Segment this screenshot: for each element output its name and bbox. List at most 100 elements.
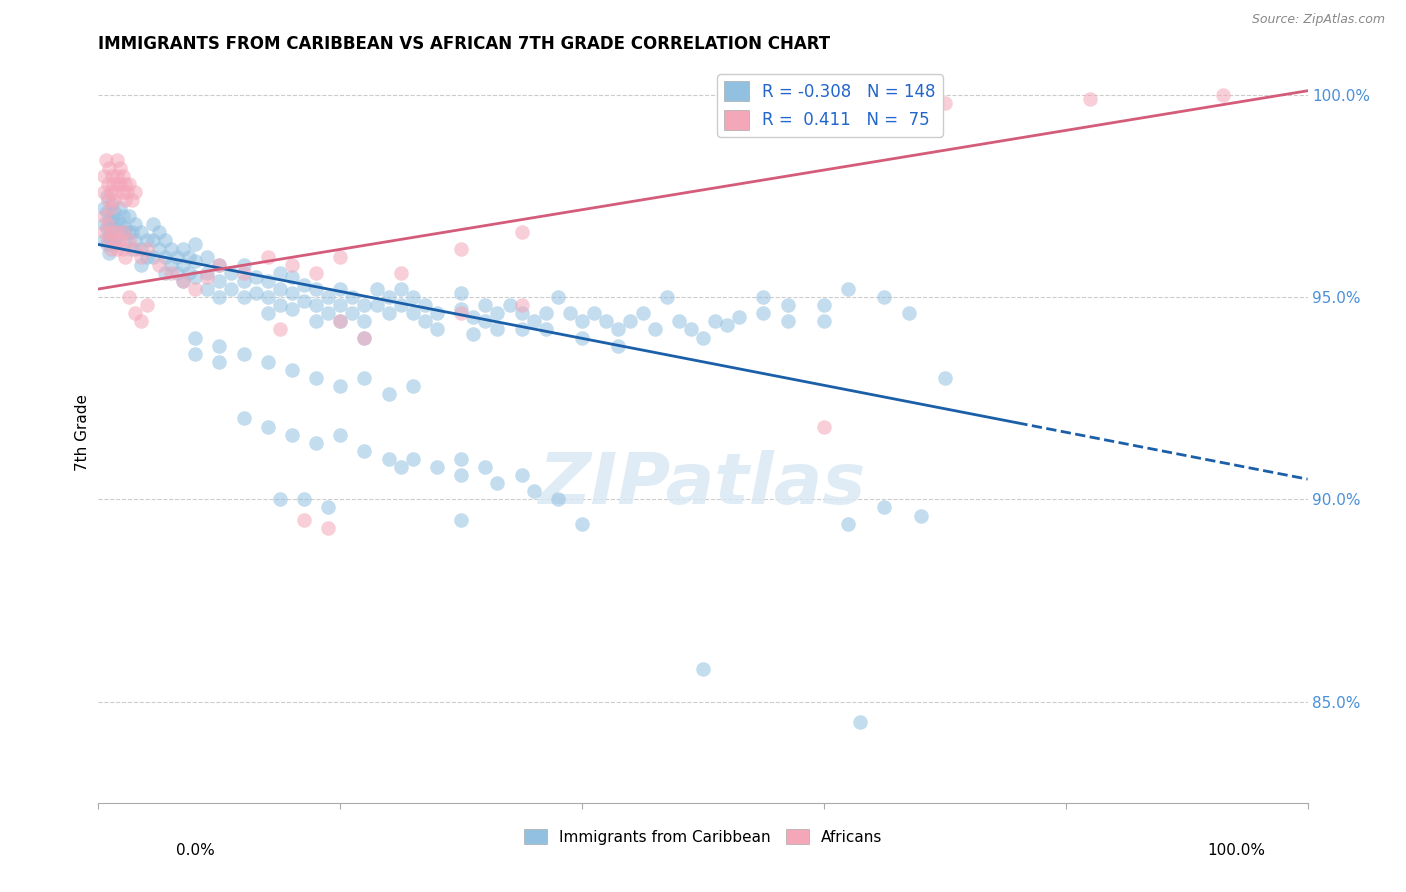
- Point: [413, 298, 436, 312]
- Point: [166, 266, 188, 280]
- Point: [547, 492, 569, 507]
- Point: [101, 234, 124, 248]
- Point: [752, 306, 775, 320]
- Point: [142, 234, 165, 248]
- Point: [105, 229, 128, 244]
- Point: [256, 290, 278, 304]
- Point: [93, 225, 115, 239]
- Point: [107, 177, 129, 191]
- Point: [148, 225, 170, 239]
- Point: [813, 298, 835, 312]
- Point: [96, 221, 118, 235]
- Point: [94, 153, 117, 167]
- Point: [97, 177, 120, 191]
- Point: [256, 355, 278, 369]
- Point: [679, 322, 702, 336]
- Point: [221, 282, 243, 296]
- Point: [329, 379, 352, 393]
- Point: [450, 286, 472, 301]
- Point: [329, 314, 352, 328]
- Point: [595, 314, 617, 328]
- Point: [704, 314, 727, 328]
- Point: [692, 330, 714, 344]
- Point: [129, 250, 152, 264]
- Point: [108, 161, 131, 175]
- Point: [184, 237, 207, 252]
- Point: [93, 234, 115, 248]
- Point: [607, 338, 630, 352]
- Point: [571, 516, 593, 531]
- Point: [114, 177, 136, 191]
- Point: [353, 443, 375, 458]
- Point: [142, 250, 165, 264]
- Point: [153, 250, 176, 264]
- Point: [474, 460, 496, 475]
- Point: [450, 513, 472, 527]
- Point: [510, 322, 533, 336]
- Point: [329, 314, 352, 328]
- Point: [305, 266, 328, 280]
- Point: [135, 298, 157, 312]
- Point: [135, 242, 157, 256]
- Point: [256, 419, 278, 434]
- Point: [631, 306, 654, 320]
- Point: [269, 492, 291, 507]
- Point: [281, 363, 304, 377]
- Point: [316, 521, 339, 535]
- Point: [129, 258, 152, 272]
- Point: [583, 306, 606, 320]
- Point: [716, 318, 738, 333]
- Point: [232, 274, 254, 288]
- Point: [121, 225, 143, 239]
- Point: [98, 213, 121, 227]
- Point: [450, 242, 472, 256]
- Text: ZIPatlas: ZIPatlas: [540, 450, 866, 519]
- Point: [558, 306, 581, 320]
- Point: [377, 290, 399, 304]
- Point: [111, 209, 134, 223]
- Point: [873, 500, 896, 515]
- Point: [166, 250, 188, 264]
- Point: [837, 282, 859, 296]
- Point: [316, 306, 339, 320]
- Point: [221, 266, 243, 280]
- Point: [96, 237, 118, 252]
- Point: [124, 234, 146, 248]
- Point: [148, 242, 170, 256]
- Point: [100, 242, 122, 256]
- Point: [172, 242, 194, 256]
- Point: [100, 201, 122, 215]
- Point: [474, 314, 496, 328]
- Point: [97, 217, 120, 231]
- Point: [342, 306, 364, 320]
- Point: [208, 274, 231, 288]
- Point: [245, 286, 267, 301]
- Point: [111, 225, 134, 239]
- Point: [100, 229, 122, 244]
- Point: [329, 298, 352, 312]
- Point: [292, 492, 315, 507]
- Point: [366, 298, 388, 312]
- Point: [402, 306, 425, 320]
- Point: [98, 245, 121, 260]
- Point: [195, 269, 218, 284]
- Point: [281, 269, 304, 284]
- Point: [105, 242, 128, 256]
- Point: [121, 193, 143, 207]
- Point: [849, 714, 872, 729]
- Point: [776, 314, 799, 328]
- Point: [100, 213, 122, 227]
- Point: [135, 234, 157, 248]
- Point: [179, 266, 201, 280]
- Point: [124, 242, 146, 256]
- Point: [118, 209, 141, 223]
- Point: [619, 314, 641, 328]
- Point: [232, 411, 254, 425]
- Point: [305, 314, 328, 328]
- Point: [153, 266, 176, 280]
- Point: [98, 161, 121, 175]
- Point: [93, 169, 115, 183]
- Point: [353, 314, 375, 328]
- Point: [195, 266, 218, 280]
- Point: [292, 294, 315, 309]
